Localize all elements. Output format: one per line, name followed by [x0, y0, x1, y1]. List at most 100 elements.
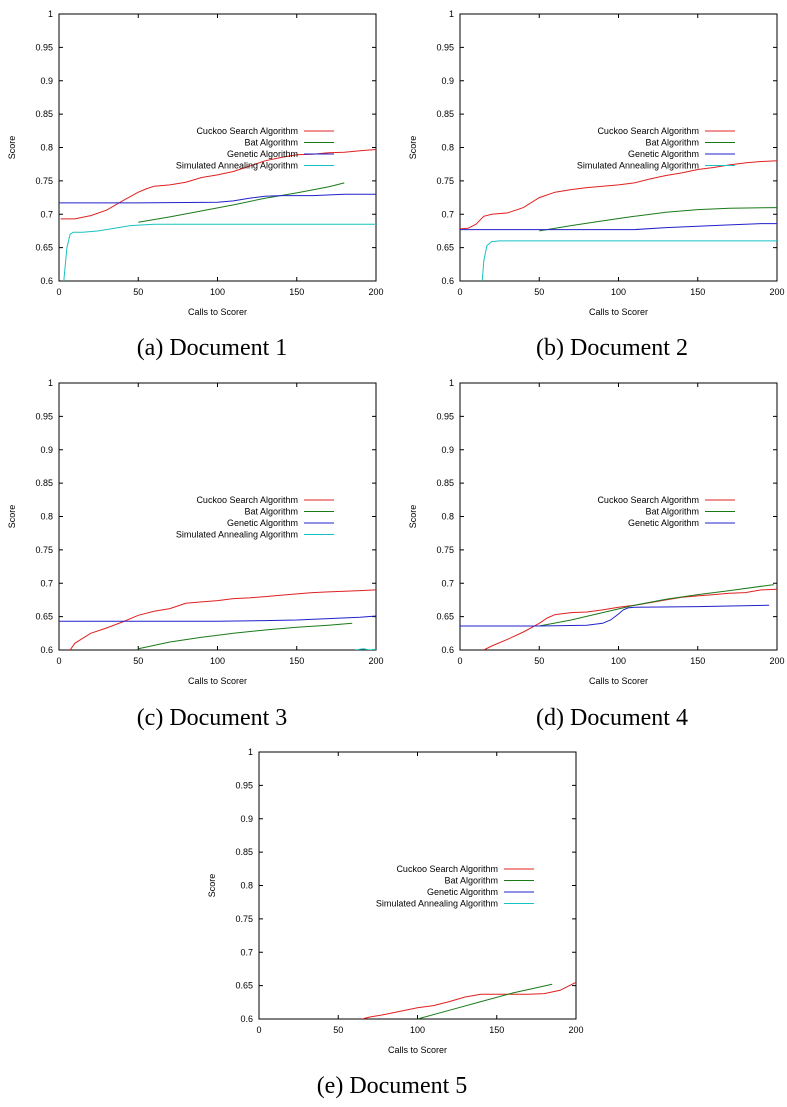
caption-e: (e) Document 5 — [316, 1073, 468, 1099]
legend-label: Cuckoo Search Algorithm — [597, 495, 699, 505]
caption-a: (a) Document 1 — [136, 335, 288, 361]
y-tick-label: 0.65 — [235, 981, 253, 991]
legend-label: Genetic Algorithm — [227, 149, 298, 159]
x-tick-label: 200 — [568, 1025, 583, 1035]
y-tick-label: 0.75 — [436, 176, 454, 186]
legend-label: Bat Algorithm — [244, 507, 298, 517]
series-line-3 — [460, 604, 770, 627]
series-line-4 — [481, 240, 777, 281]
y-tick-label: 0.65 — [35, 612, 53, 622]
x-tick-label: 0 — [256, 1025, 261, 1035]
legend-label: Simulated Annealing Algorithm — [577, 161, 699, 171]
y-tick-label: 0.6 — [40, 276, 53, 286]
y-tick-label: 0.9 — [441, 445, 454, 455]
y-tick-label: 0.85 — [436, 478, 454, 488]
x-axis-label: Calls to Scorer — [188, 307, 247, 317]
y-tick-label: 0.7 — [40, 578, 53, 588]
chart-panel-3: 0.6 0.65 0.7 0.75 0.8 0.85 0.9 0.95 1 0 50 100 150 20… — [7, 378, 384, 686]
legend-label: Cuckoo Search Algorithm — [396, 864, 498, 874]
x-tick-label: 200 — [769, 287, 784, 297]
series-line-1 — [460, 160, 777, 230]
y-tick-label: 0.95 — [35, 411, 53, 421]
legend-label: Simulated Annealing Algorithm — [376, 899, 498, 909]
y-tick-label: 0.65 — [436, 612, 454, 622]
series-line-3 — [59, 615, 376, 622]
x-tick-label: 50 — [333, 1025, 343, 1035]
x-tick-label: 0 — [457, 656, 462, 666]
series-line-4 — [63, 223, 376, 281]
plot-frame — [459, 382, 778, 651]
y-tick-label: 0.65 — [436, 243, 454, 253]
y-tick-label: 0.9 — [40, 445, 53, 455]
y-tick-label: 0.8 — [40, 512, 53, 522]
legend-label: Bat Algorithm — [645, 507, 699, 517]
series-line-4 — [355, 648, 376, 650]
caption-c: (c) Document 3 — [136, 705, 288, 731]
y-tick-label: 0.7 — [40, 209, 53, 219]
y-tick-label: 0.85 — [35, 109, 53, 119]
x-axis-label: Calls to Scorer — [589, 676, 648, 686]
series-line-2 — [539, 584, 774, 627]
series-line-2 — [138, 622, 353, 650]
y-tick-label: 0.75 — [235, 914, 253, 924]
legend-label: Cuckoo Search Algorithm — [597, 126, 699, 136]
y-tick-label: 0.95 — [436, 411, 454, 421]
x-tick-label: 50 — [133, 287, 143, 297]
series-line-2 — [138, 182, 345, 223]
series-line-2 — [417, 983, 553, 1019]
x-tick-label: 100 — [410, 1025, 425, 1035]
x-axis-label: Calls to Scorer — [589, 307, 648, 317]
y-tick-label: 0.9 — [40, 76, 53, 86]
y-tick-label: 0.6 — [240, 1014, 253, 1024]
y-tick-label: 0.6 — [441, 276, 454, 286]
legend-label: Genetic Algorithm — [628, 518, 699, 528]
plot-frame — [258, 751, 577, 1020]
y-axis-label: Score — [408, 505, 418, 529]
x-tick-label: 50 — [534, 656, 544, 666]
x-axis-label: Calls to Scorer — [388, 1045, 447, 1055]
chart-panel-5: 0.6 0.65 0.7 0.75 0.8 0.85 0.9 0.95 1 0 50 100 150 20… — [207, 747, 584, 1055]
series-line-1 — [69, 589, 376, 650]
series-line-3 — [460, 223, 777, 231]
x-tick-label: 150 — [690, 287, 705, 297]
x-tick-label: 0 — [56, 656, 61, 666]
y-tick-label: 0.95 — [235, 780, 253, 790]
chart-panel-4: 0.6 0.65 0.7 0.75 0.8 0.85 0.9 0.95 1 0 50 100 150 20… — [408, 378, 785, 686]
y-tick-label: 1 — [248, 747, 253, 757]
plot-frame — [58, 13, 377, 282]
plot-frame — [58, 382, 377, 651]
y-tick-label: 0.7 — [240, 947, 253, 957]
chart-panel-2: 0.6 0.65 0.7 0.75 0.8 0.85 0.9 0.95 1 0 50 100 150 20… — [408, 9, 785, 317]
legend-label: Bat Algorithm — [444, 876, 498, 886]
series-line-2 — [539, 207, 777, 232]
y-tick-label: 0.75 — [35, 545, 53, 555]
series-line-1 — [361, 981, 576, 1019]
y-tick-label: 0.6 — [441, 645, 454, 655]
y-tick-label: 0.85 — [436, 109, 454, 119]
x-tick-label: 150 — [289, 656, 304, 666]
x-tick-label: 50 — [534, 287, 544, 297]
y-axis-label: Score — [7, 136, 17, 160]
x-tick-label: 0 — [56, 287, 61, 297]
x-tick-label: 150 — [489, 1025, 504, 1035]
y-tick-label: 0.6 — [40, 645, 53, 655]
caption-d: (d) Document 4 — [536, 705, 688, 731]
x-tick-label: 100 — [611, 287, 626, 297]
y-tick-label: 0.8 — [40, 143, 53, 153]
x-tick-label: 0 — [457, 287, 462, 297]
x-tick-label: 200 — [769, 656, 784, 666]
y-tick-label: 0.8 — [441, 512, 454, 522]
y-axis-label: Score — [408, 136, 418, 160]
x-tick-label: 100 — [611, 656, 626, 666]
legend-label: Genetic Algorithm — [427, 887, 498, 897]
x-tick-label: 50 — [133, 656, 143, 666]
series-line-1 — [483, 588, 777, 650]
y-tick-label: 0.75 — [35, 176, 53, 186]
y-tick-label: 1 — [449, 9, 454, 19]
y-tick-label: 1 — [449, 378, 454, 388]
y-tick-label: 0.85 — [35, 478, 53, 488]
y-tick-label: 0.95 — [35, 42, 53, 52]
y-tick-label: 0.7 — [441, 578, 454, 588]
y-tick-label: 0.9 — [240, 814, 253, 824]
